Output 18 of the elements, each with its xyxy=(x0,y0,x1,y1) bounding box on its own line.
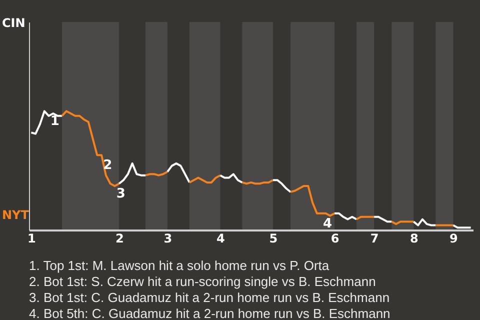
x-tick-label: 4 xyxy=(216,232,225,246)
x-tick-label: 9 xyxy=(450,232,458,246)
text: 3. Bot 1st: C. Guadamuz hit a 2-run home run vs B. Eschmann xyxy=(29,290,390,306)
x-tick-label: 5 xyxy=(269,232,278,246)
x-tick-label: 3 xyxy=(164,232,172,246)
annotation: 3 xyxy=(116,186,126,202)
x-tick-label: 6 xyxy=(330,232,340,246)
text: CIN xyxy=(2,16,26,30)
text: 1. Top 1st: M. Lawson hit a solo home run vs P. Orta xyxy=(29,258,330,274)
text: 4. Bot 5th: C. Guadamuz hit a 2-run home run vs B. Eschmann xyxy=(29,306,390,320)
x-tick-label: 7 xyxy=(370,232,379,246)
annotation: 1 xyxy=(50,114,60,130)
x-tick-label: 2 xyxy=(115,232,124,246)
text: 2. Bot 1st: S. Czerw hit a run-scoring single vs B. Eschmann xyxy=(29,274,377,290)
x-tick-label: 1 xyxy=(28,232,36,246)
annotation: 4 xyxy=(322,216,332,232)
x-tick-label: 8 xyxy=(410,232,418,246)
text: NYT xyxy=(2,208,29,222)
